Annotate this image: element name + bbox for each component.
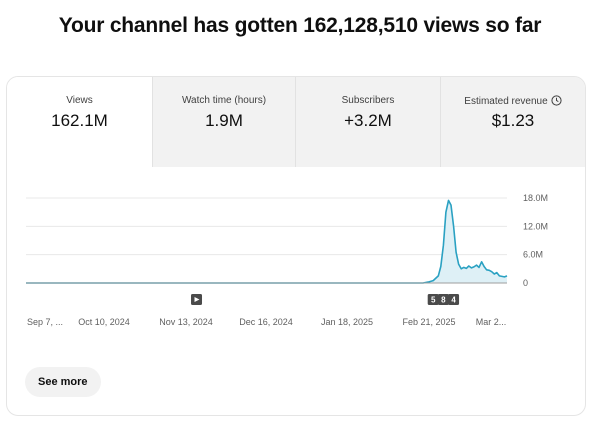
series-area [26, 200, 507, 283]
metric-label: Estimated revenue [441, 95, 585, 107]
x-tick-label: Nov 13, 2024 [159, 317, 213, 327]
metric-value: 162.1M [51, 111, 108, 130]
video-marker-count: 4 [451, 296, 456, 305]
x-tick-label: Sep 7, ... [27, 317, 63, 327]
metric-value: $1.23 [491, 111, 535, 130]
video-marker-count: 5 [431, 296, 436, 305]
y-tick-label: 0 [523, 278, 528, 288]
x-tick-label: Feb 21, 2025 [402, 317, 455, 327]
series-line [26, 199, 508, 284]
metric-label-text: Estimated revenue [464, 96, 548, 107]
video-marker-box [437, 294, 449, 305]
metric-tab-views[interactable]: Views 162.1M [7, 77, 153, 167]
video-marker-box [427, 294, 439, 305]
page-headline: Your channel has gotten 162,128,510 view… [58, 14, 542, 37]
see-more-button[interactable]: See more [25, 367, 101, 397]
video-marker-count: 8 [441, 296, 446, 305]
metric-label: Watch time (hours) [181, 95, 267, 106]
metric-tab-subscribers[interactable]: Subscribers +3.2M [296, 77, 441, 167]
x-tick-label: Mar 2... [476, 317, 507, 327]
analytics-card: Views 162.1M Watch time (hours) 1.9M Sub… [6, 76, 586, 416]
metric-label: Views [66, 95, 93, 106]
video-marker-box [448, 294, 460, 305]
metric-tabs: Views 162.1M Watch time (hours) 1.9M Sub… [7, 77, 585, 167]
metric-value: +3.2M [344, 111, 392, 130]
metric-tab-estimated-revenue[interactable]: Estimated revenue $1.23 [441, 77, 585, 167]
y-tick-label: 12.0M [523, 221, 548, 231]
metric-tab-watch-time[interactable]: Watch time (hours) 1.9M [153, 77, 296, 167]
x-tick-label: Dec 16, 2024 [239, 317, 293, 327]
metric-value: 1.9M [205, 111, 243, 130]
clock-icon[interactable] [551, 95, 562, 106]
x-tick-label: Oct 10, 2024 [78, 317, 130, 327]
play-icon [194, 297, 200, 302]
metric-label: Subscribers [341, 95, 395, 106]
y-tick-label: 6.0M [523, 250, 543, 260]
x-tick-label: Jan 18, 2025 [321, 317, 373, 327]
y-tick-label: 18.0M [523, 193, 548, 203]
views-chart-svg: 18.0M 12.0M 6.0M 0 Sep 7, ... Oct 10, 2024 Nov… [26, 193, 548, 327]
views-chart: 18.0M 12.0M 6.0M 0 Sep 7, ... Oct 10, 2024 Nov… [7, 167, 585, 367]
